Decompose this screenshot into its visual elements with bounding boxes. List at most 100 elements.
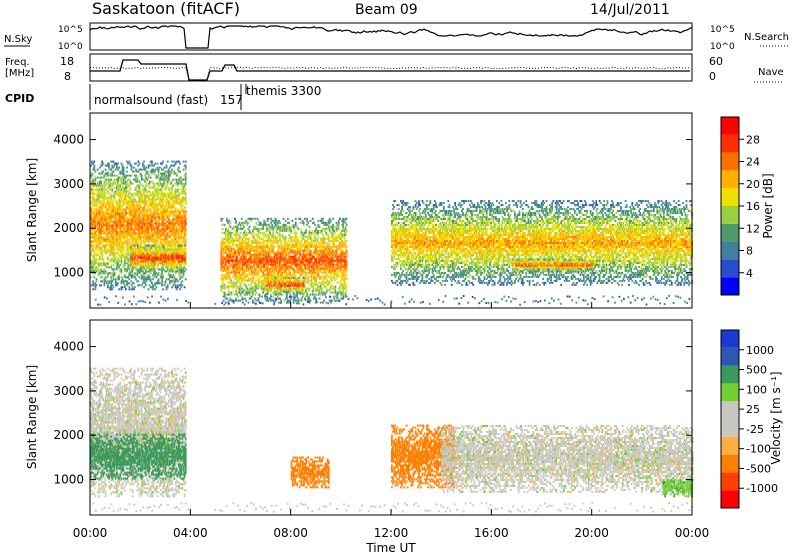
heatmap-cell bbox=[91, 187, 93, 189]
heatmap-cell bbox=[92, 248, 94, 250]
heatmap-cell bbox=[107, 276, 109, 278]
heatmap-cell bbox=[114, 272, 116, 274]
heatmap-cell bbox=[123, 169, 125, 171]
heatmap-cell bbox=[110, 282, 112, 284]
heatmap-cell bbox=[128, 278, 130, 280]
heatmap-cell bbox=[135, 175, 137, 177]
heatmap-cell bbox=[108, 248, 110, 250]
heatmap-cell bbox=[100, 248, 102, 250]
heatmap-cell bbox=[127, 250, 129, 252]
heatmap-cell bbox=[121, 238, 123, 240]
heatmap-cell bbox=[92, 280, 94, 282]
heatmap-cell bbox=[118, 177, 120, 179]
noise-right-tick-bottom: 10^0 bbox=[710, 42, 735, 52]
heatmap-cell bbox=[113, 246, 115, 248]
heatmap-cell bbox=[125, 215, 127, 217]
heatmap-cell bbox=[143, 191, 145, 193]
heatmap-cell bbox=[130, 187, 132, 189]
heatmap-cell bbox=[107, 234, 109, 236]
heatmap-cell bbox=[116, 238, 118, 240]
heatmap-cell bbox=[101, 191, 103, 193]
heatmap-cell bbox=[102, 230, 104, 232]
heatmap-cell bbox=[139, 225, 141, 227]
heatmap-cell bbox=[119, 209, 121, 211]
heatmap-cell bbox=[131, 215, 133, 217]
heatmap-cell bbox=[113, 167, 115, 169]
heatmap-cell bbox=[107, 171, 109, 173]
heatmap-cell bbox=[93, 244, 95, 246]
freq-tick-bottom: 8 bbox=[64, 70, 71, 83]
heatmap-cell bbox=[137, 171, 139, 173]
heatmap-cell bbox=[95, 171, 97, 173]
heatmap-cell bbox=[93, 264, 95, 266]
heatmap-cell bbox=[123, 250, 125, 252]
heatmap-cell bbox=[116, 219, 118, 221]
heatmap-cell bbox=[93, 199, 95, 201]
heatmap-cell bbox=[104, 248, 106, 250]
heatmap-cell bbox=[95, 223, 97, 225]
heatmap-cell bbox=[116, 165, 118, 167]
heatmap-cell bbox=[101, 280, 103, 282]
heatmap-cell bbox=[142, 234, 144, 236]
heatmap-cell bbox=[97, 250, 99, 252]
heatmap-cell bbox=[96, 248, 98, 250]
heatmap-cell bbox=[124, 262, 126, 264]
heatmap-cell bbox=[109, 223, 111, 225]
heatmap-cell bbox=[132, 183, 134, 185]
heatmap-cell bbox=[102, 260, 104, 262]
heatmap-cell bbox=[118, 213, 120, 215]
heatmap-cell bbox=[96, 185, 98, 187]
heatmap-cell bbox=[101, 256, 103, 258]
heatmap-cell bbox=[137, 228, 139, 230]
freq-label-line2: [MHz] bbox=[5, 68, 34, 79]
heatmap-cell bbox=[126, 284, 128, 286]
heatmap-cell bbox=[135, 211, 137, 213]
heatmap-cell bbox=[106, 230, 108, 232]
heatmap-cell bbox=[126, 175, 128, 177]
heatmap-cell bbox=[131, 165, 133, 167]
heatmap-cell bbox=[121, 282, 123, 284]
heatmap-cell bbox=[98, 254, 100, 256]
heatmap-cell bbox=[108, 242, 110, 244]
heatmap-cell bbox=[106, 242, 108, 244]
heatmap-cell bbox=[91, 207, 93, 209]
heatmap-cell bbox=[134, 276, 136, 278]
heatmap-cell bbox=[106, 189, 108, 191]
heatmap-cell bbox=[118, 189, 120, 191]
heatmap-cell bbox=[105, 276, 107, 278]
heatmap-cell bbox=[130, 270, 132, 272]
heatmap-cell bbox=[109, 181, 111, 183]
heatmap-cell bbox=[110, 197, 112, 199]
heatmap-cell bbox=[134, 230, 136, 232]
heatmap-cell bbox=[110, 169, 112, 171]
heatmap-cell bbox=[115, 248, 117, 250]
heatmap-cell bbox=[111, 165, 113, 167]
freq-series-line bbox=[90, 60, 690, 80]
heatmap-cell bbox=[108, 163, 110, 165]
heatmap-cell bbox=[121, 181, 123, 183]
heatmap-cell bbox=[109, 228, 111, 230]
heatmap-cell bbox=[115, 217, 117, 219]
heatmap-cell bbox=[107, 191, 109, 193]
heatmap-cell bbox=[93, 161, 95, 163]
heatmap-cell bbox=[114, 197, 116, 199]
heatmap-cell bbox=[114, 179, 116, 181]
heatmap-cell bbox=[139, 215, 141, 217]
heatmap-cell bbox=[135, 163, 137, 165]
heatmap-cell bbox=[128, 185, 130, 187]
heatmap-cell bbox=[118, 276, 120, 278]
heatmap-cell bbox=[135, 201, 137, 203]
heatmap-cell bbox=[122, 221, 124, 223]
heatmap-cell bbox=[92, 262, 94, 264]
heatmap-cell bbox=[139, 187, 141, 189]
heatmap-cell bbox=[104, 282, 106, 284]
heatmap-cell bbox=[107, 286, 109, 288]
heatmap-cell bbox=[99, 173, 101, 175]
heatmap-cell bbox=[109, 193, 111, 195]
heatmap-cell bbox=[102, 236, 104, 238]
heatmap-cell bbox=[97, 268, 99, 270]
heatmap-cell bbox=[107, 201, 109, 203]
heatmap-cell bbox=[98, 209, 100, 211]
heatmap-cell bbox=[92, 173, 94, 175]
heatmap-cell bbox=[116, 201, 118, 203]
